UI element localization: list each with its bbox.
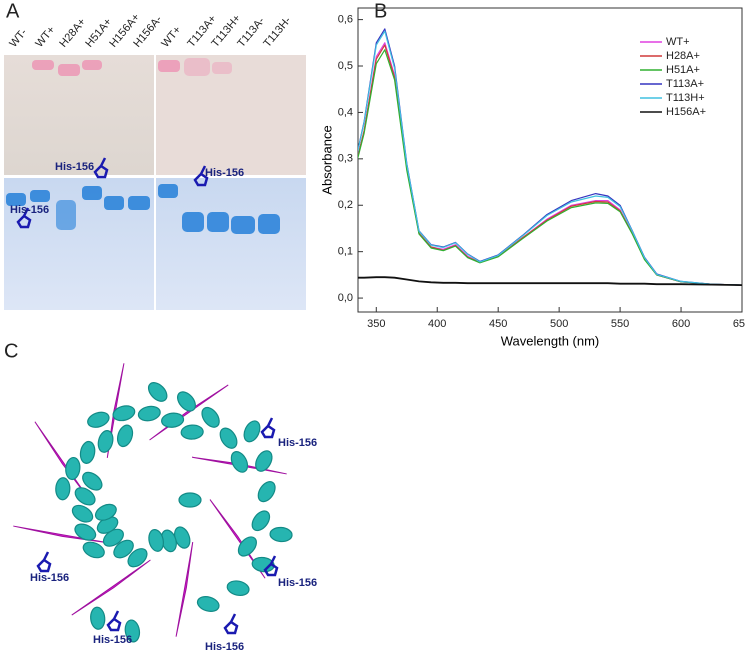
helix [74, 523, 97, 541]
x-tick-label: 500 [550, 318, 568, 330]
his-residue [16, 207, 32, 229]
helix [65, 456, 81, 481]
lane-label: WT+ [159, 24, 183, 50]
residue-label: His-156 [205, 167, 244, 179]
helix [237, 536, 257, 557]
helix [196, 596, 220, 612]
panel-label: C [4, 340, 18, 362]
helix [201, 406, 220, 428]
y-tick-label: 0,2 [338, 199, 353, 211]
spectrum-line [358, 49, 742, 286]
gel-upper [156, 55, 306, 175]
residue-label: His-156 [10, 204, 49, 216]
x-tick-label: 350 [367, 318, 385, 330]
spectrum-line [358, 276, 742, 286]
helix [180, 424, 204, 440]
legend-label: H28A+ [666, 50, 700, 62]
y-tick-label: 0,3 [338, 153, 353, 165]
gel-lower [156, 178, 306, 310]
gel-upper [4, 55, 154, 175]
lane-label: T113H- [261, 14, 293, 49]
residue-label: His-156 [93, 634, 132, 646]
helix [251, 510, 271, 532]
helix [97, 430, 114, 453]
his-residue [193, 165, 209, 187]
legend-label: T113H+ [666, 92, 705, 104]
y-tick-label: 0,5 [338, 60, 353, 72]
helix [226, 580, 250, 597]
lane-label: H28A+ [57, 16, 88, 50]
helix [74, 487, 96, 506]
x-tick-label: 400 [428, 318, 446, 330]
his-residue [93, 157, 109, 179]
panel-label: A [6, 0, 20, 22]
x-tick-label: 650 [733, 318, 745, 330]
helix [127, 548, 148, 568]
x-tick-label: 600 [672, 318, 690, 330]
y-tick-label: 0,4 [338, 106, 353, 118]
residue-label: His-156 [205, 641, 244, 653]
helix [116, 424, 134, 448]
protein-structure [13, 363, 293, 643]
beta-sheet [175, 542, 194, 637]
helix [178, 492, 202, 508]
helix [113, 539, 134, 559]
helix [269, 526, 293, 543]
helix [148, 528, 164, 552]
helix [257, 481, 276, 503]
helix [82, 471, 103, 491]
helix [219, 427, 238, 449]
y-axis-label: Absorbance [319, 125, 334, 194]
x-axis-label: Wavelength (nm) [501, 333, 600, 348]
y-tick-label: 0,1 [338, 246, 353, 258]
x-tick-label: 450 [489, 318, 507, 330]
his-residue [263, 555, 279, 577]
his-residue [260, 417, 276, 439]
helix [71, 504, 94, 523]
helix [55, 477, 71, 501]
helix [147, 382, 168, 402]
helix [243, 420, 261, 443]
beta-sheet [209, 499, 266, 579]
plot-frame [357, 7, 743, 313]
spectrum-line [358, 30, 742, 286]
pink-bands [32, 58, 232, 76]
x-tick-label: 550 [611, 318, 629, 330]
beta-sheet [71, 559, 151, 616]
helix [82, 541, 105, 559]
his-residue [223, 613, 239, 635]
legend-label: H156A+ [666, 106, 706, 118]
helix [124, 619, 141, 643]
helix [177, 391, 196, 412]
legend-label: WT+ [666, 36, 690, 48]
helix [230, 451, 249, 473]
legend-label: T113A+ [666, 78, 704, 90]
helix [112, 405, 136, 422]
his-residue [106, 610, 122, 632]
residue-label: His-156 [30, 572, 69, 584]
helix [161, 412, 185, 428]
helix [87, 411, 110, 428]
helix [255, 450, 273, 472]
residue-label: His-156 [55, 161, 94, 173]
y-tick-label: 0,6 [338, 14, 353, 26]
residue-label: His-156 [278, 577, 317, 589]
y-tick-label: 0,0 [338, 292, 353, 304]
residue-label: His-156 [278, 437, 317, 449]
beta-sheet [34, 421, 91, 501]
his-residue [36, 551, 52, 573]
pore [122, 472, 178, 528]
helix [79, 440, 96, 464]
lane-label: WT- [7, 26, 29, 49]
gel [4, 55, 306, 310]
helix [137, 405, 161, 422]
blue-bands [6, 184, 280, 234]
helix [94, 503, 117, 521]
panel-label: B [374, 0, 387, 22]
legend-label: H51A+ [666, 64, 700, 76]
lane-label: WT+ [33, 24, 57, 50]
helix [90, 606, 106, 630]
